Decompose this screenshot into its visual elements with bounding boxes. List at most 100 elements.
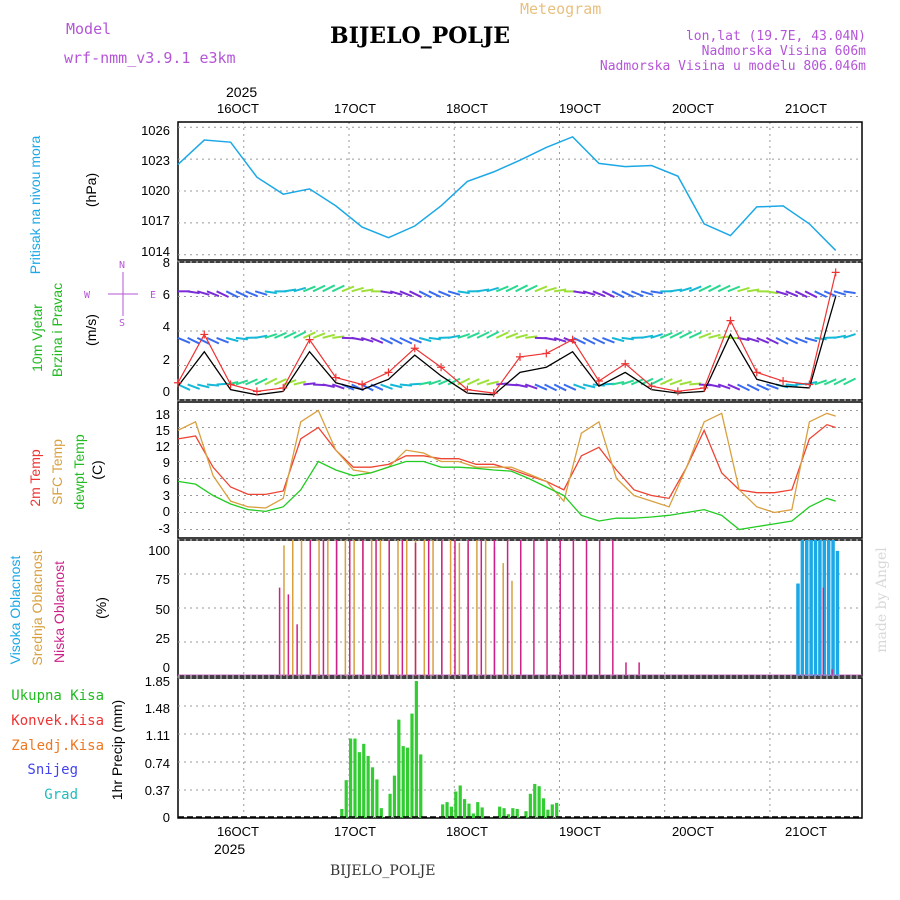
wind-arrow: [216, 290, 230, 298]
wind-gust-line: [177, 272, 837, 394]
station-title: BIJELO_POLJE: [330, 23, 510, 49]
low-cloud-bar: [287, 594, 290, 676]
wind-gust-point: [226, 380, 235, 389]
precip-legend-snow: Snijeg: [27, 762, 78, 778]
y-tick: 1.48: [145, 701, 170, 716]
precip-legend-total: Ukupna Kisa: [11, 688, 104, 704]
wind-arrow: [197, 383, 210, 389]
wind-arrow: [611, 290, 625, 299]
wind-arrow: [418, 380, 432, 386]
wind-arrow: [698, 284, 712, 293]
mid-cloud-bar: [300, 540, 303, 676]
wind-gust-point: [726, 316, 735, 325]
low-cloud-bar: [467, 540, 469, 676]
y-tick: 2: [163, 352, 170, 367]
temp-label-2: SFC Temp: [49, 439, 65, 505]
y-tick: 0: [163, 504, 170, 519]
wind-arrow: [775, 290, 789, 296]
precip-bar: [397, 719, 401, 818]
wind-arrow: [302, 331, 316, 339]
precip-bar: [392, 775, 397, 818]
wind-arrow: [592, 290, 606, 298]
wind-arrow: [659, 331, 673, 339]
wind-arrow: [525, 335, 538, 339]
low-cloud-bar: [822, 587, 825, 676]
svg-text:N: N: [119, 260, 125, 271]
y-tick: 6: [163, 472, 170, 487]
wind-arrow: [380, 336, 394, 345]
wind-label-2: Brzina i Pravac: [49, 283, 65, 377]
wind-arrow: [515, 333, 528, 339]
wind-gust-point: [252, 387, 261, 396]
pressure-label: Pritisak na nivou mora: [27, 136, 43, 275]
low-cloud-bar: [546, 540, 548, 676]
svg-text:S: S: [119, 318, 125, 329]
wind-arrow: [447, 334, 461, 339]
mid-cloud-bar: [318, 540, 320, 676]
low-cloud-bar: [454, 540, 456, 676]
precip-bar: [498, 806, 502, 818]
y-tick: 75: [156, 572, 170, 587]
wind-arrow: [756, 336, 770, 344]
wind-arrow: [833, 377, 847, 386]
wind-arrow: [650, 290, 663, 295]
high-cloud-bar: [805, 540, 809, 676]
low-cloud-bar: [427, 540, 430, 676]
x-tick-top: 17OCT: [334, 101, 376, 116]
low-cloud-bar: [612, 540, 614, 676]
wind-arrow: [765, 337, 779, 345]
low-cloud-bar: [572, 540, 575, 676]
wind-arrow: [544, 336, 557, 342]
panel-frame: [177, 401, 863, 539]
wind-gust-point: [358, 380, 367, 389]
low-cloud-bar: [625, 662, 627, 676]
wind-arrow: [582, 337, 596, 345]
low-cloud-bar: [638, 662, 640, 676]
wind-arrow: [717, 383, 731, 390]
precip-bar: [340, 808, 344, 818]
wind-arrow: [303, 285, 316, 293]
wind-arrow: [563, 383, 577, 391]
y-tick: 0.37: [145, 783, 170, 798]
wind-arrow: [332, 383, 345, 390]
wind-arrow: [659, 378, 673, 386]
wind-arrow: [688, 285, 702, 293]
wind-arrow: [457, 333, 471, 339]
wind-arrow: [630, 378, 644, 386]
temp-label-1: 2m Temp: [27, 449, 43, 507]
wind-arrow: [602, 336, 615, 344]
wind-label-1: 10m Vjetar: [29, 304, 45, 372]
wind-arrow: [486, 331, 500, 339]
wind-arrow: [206, 383, 220, 387]
wind-arrow: [611, 380, 625, 386]
cloud-label-3: Niska Oblacnost: [51, 561, 67, 663]
x-tick-bottom: 17OCT: [334, 824, 376, 839]
mid-cloud-bar: [344, 540, 347, 676]
low-cloud-bar: [480, 540, 483, 676]
y-tick: 1.11: [146, 728, 170, 743]
temp-y-ticks: 18 15 12 9 6 3 0 -3: [156, 407, 170, 536]
precip-legend-freezing: Zaledj.Kisa: [11, 738, 104, 754]
wind-gust-point: [516, 352, 524, 361]
precip-bar: [533, 783, 537, 818]
wind-arrow: [823, 378, 837, 386]
wind-arrow: [553, 336, 567, 343]
wind-arrow: [274, 331, 287, 339]
precip-bar: [388, 793, 392, 818]
wind-gust-point: [331, 373, 340, 382]
wind-arrow: [573, 290, 586, 295]
app-title: Meteogram: [520, 0, 601, 18]
wind-arrow: [399, 336, 413, 345]
low-cloud-bar: [533, 540, 535, 676]
wind-arrow: [351, 336, 364, 342]
temp-label-3: dewpt Temp: [71, 434, 87, 509]
x-tick-bottom: 19OCT: [559, 824, 601, 839]
wind-arrow: [727, 383, 741, 391]
high-cloud-bar: [818, 540, 822, 676]
precip-bar: [410, 713, 414, 818]
wind-arrow: [225, 336, 239, 343]
wind-arrow: [235, 336, 249, 341]
mid-cloud-bar: [432, 540, 434, 676]
high-cloud-bar: [800, 540, 805, 676]
wind-arrow: [785, 290, 799, 298]
